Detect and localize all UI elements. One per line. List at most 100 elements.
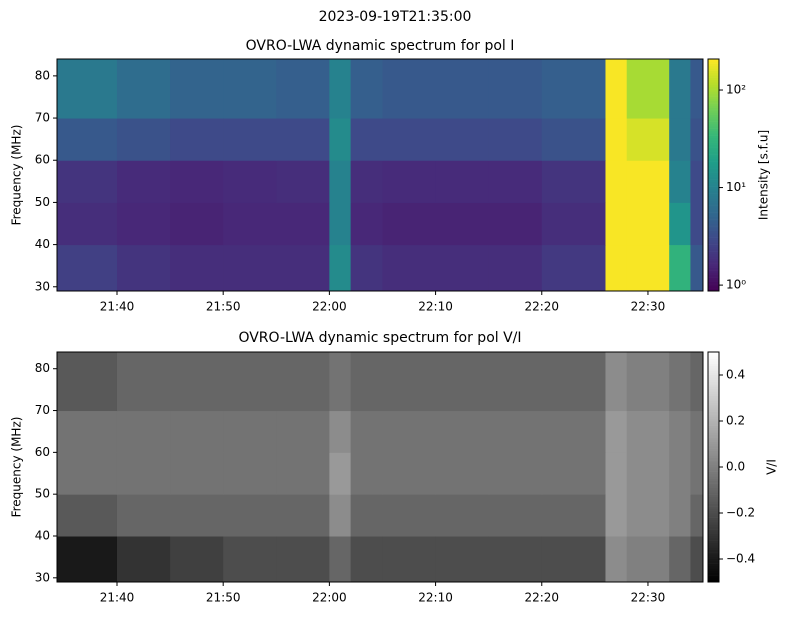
colorbar-step — [708, 519, 719, 523]
colorbar-step — [708, 130, 719, 134]
heatmap — [57, 352, 703, 582]
colorbar-step — [708, 258, 719, 262]
heatmap-cell — [605, 244, 628, 291]
colorbar-step — [708, 503, 719, 507]
colorbar-step — [708, 191, 719, 194]
colorbar-tick-label: 10⁰ — [726, 278, 746, 292]
heatmap-cell — [541, 202, 606, 246]
colorbar-step — [708, 492, 719, 495]
heatmap-cell — [690, 410, 703, 453]
colorbar-step — [708, 114, 719, 118]
heatmap-cell — [382, 452, 437, 495]
colorbar-step — [708, 381, 719, 385]
heatmap-cell — [488, 59, 543, 119]
colorbar-step — [708, 147, 719, 150]
heatmap-cell — [488, 202, 543, 246]
x-tick-label: 22:30 — [631, 591, 666, 605]
heatmap-cell — [488, 160, 543, 203]
heatmap-cell — [435, 452, 490, 495]
heatmap-cell — [116, 352, 171, 412]
heatmap-cell — [276, 160, 330, 203]
colorbar-step — [708, 540, 719, 544]
colorbar-step — [708, 416, 719, 419]
y-tick-label: 70 — [35, 403, 50, 417]
heatmap-cell — [435, 494, 490, 537]
colorbar-step — [708, 135, 719, 139]
heatmap-cell — [57, 244, 118, 291]
heatmap-cell — [350, 352, 383, 412]
colorbar-step — [708, 370, 719, 373]
colorbar-step — [708, 575, 719, 578]
heatmap-cell — [329, 410, 352, 453]
heatmap-cell — [435, 118, 490, 161]
colorbar-step — [708, 379, 719, 383]
heatmap-cell — [382, 244, 437, 291]
heatmap-cell — [626, 352, 670, 412]
y-tick-label: 40 — [35, 529, 50, 543]
colorbar-step — [708, 228, 719, 231]
heatmap-cell — [626, 202, 670, 246]
heatmap-cell — [382, 118, 437, 161]
colorbar-step — [708, 398, 719, 401]
colorbar-step — [708, 267, 719, 271]
colorbar-step — [708, 418, 719, 422]
heatmap-cell — [541, 536, 606, 582]
colorbar-step — [708, 515, 719, 518]
heatmap-cell — [329, 536, 352, 582]
y-tick-label: 30 — [35, 570, 50, 584]
colorbar-step — [708, 473, 719, 477]
colorbar-step — [708, 425, 719, 429]
heatmap-cell — [605, 202, 628, 246]
heatmap-cell — [350, 494, 383, 537]
colorbar-step — [708, 72, 719, 76]
colorbar-step — [708, 288, 719, 292]
colorbar-step — [708, 496, 719, 500]
heatmap-cell — [605, 59, 628, 119]
heatmap-cell — [223, 452, 277, 495]
colorbar-step — [708, 524, 719, 528]
y-tick-label: 30 — [35, 279, 50, 293]
colorbar-step — [708, 427, 719, 431]
heatmap-cell — [223, 59, 277, 119]
heatmap-cell — [626, 494, 670, 537]
heatmap-cell — [669, 244, 691, 291]
colorbar-step — [708, 212, 719, 215]
colorbar-step — [708, 100, 719, 104]
heatmap-cell — [116, 118, 171, 161]
colorbar-step — [708, 547, 719, 551]
colorbar-step — [708, 467, 719, 470]
colorbar-step — [708, 75, 719, 78]
colorbar-step — [708, 272, 719, 276]
colorbar-step — [708, 77, 719, 81]
colorbar-step — [708, 407, 719, 410]
y-tick-label: 80 — [35, 68, 50, 82]
colorbar-step — [708, 256, 719, 259]
colorbar-step — [708, 391, 719, 394]
colorbar-step — [708, 579, 719, 583]
colorbar-step — [708, 494, 719, 498]
colorbar-step — [708, 393, 719, 396]
heatmap-cell — [669, 118, 691, 161]
heatmap-cell — [350, 59, 383, 119]
colorbar-step — [708, 82, 719, 85]
heatmap-cell — [350, 244, 383, 291]
colorbar-tick-label: 0.2 — [726, 414, 745, 428]
colorbar-step — [708, 354, 719, 357]
colorbar-step — [708, 536, 719, 539]
heatmap-cell — [116, 494, 171, 537]
y-tick-label: 40 — [35, 237, 50, 251]
colorbar-step — [708, 533, 719, 537]
x-tick-label: 21:40 — [100, 300, 135, 314]
colorbar-step — [708, 279, 719, 283]
heatmap-cell — [435, 410, 490, 453]
heatmap-cell — [329, 244, 352, 291]
heatmap-cell — [350, 118, 383, 161]
colorbar-step — [708, 98, 719, 102]
colorbar-step — [708, 423, 719, 426]
colorbar-step — [708, 552, 719, 555]
heatmap-cell — [223, 410, 277, 453]
colorbar-step — [708, 110, 719, 113]
heatmap-cell — [116, 536, 171, 582]
heatmap-cell — [57, 494, 118, 537]
heatmap-cell — [57, 452, 118, 495]
